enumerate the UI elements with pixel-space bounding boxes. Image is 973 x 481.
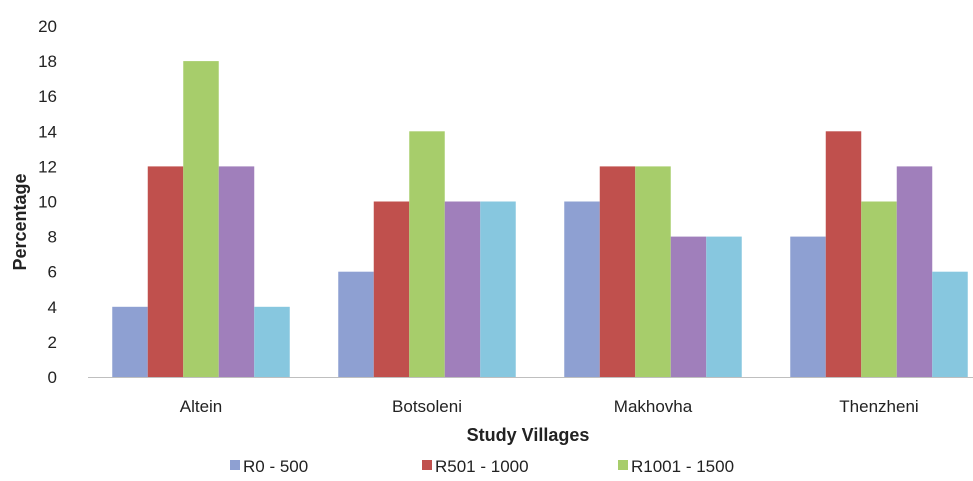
legend-swatch-series-1 xyxy=(230,460,240,470)
bar-thenzheni-series-2 xyxy=(825,131,862,377)
bar-altein-series-2 xyxy=(147,166,184,377)
bar-thenzheni-series-4 xyxy=(896,166,933,377)
legend-swatch-series-2 xyxy=(422,460,432,470)
bar-makhovha-series-3 xyxy=(635,166,671,377)
bar-thenzheni-series-5 xyxy=(932,271,968,377)
x-axis-ticks: Altein Botsoleni Makhovha Thenzheni xyxy=(180,397,919,416)
x-tick-label-makhovha: Makhovha xyxy=(614,397,693,416)
bar-botsoleni-series-1 xyxy=(338,271,374,377)
y-tick-label: 10 xyxy=(38,193,57,212)
y-tick-label: 16 xyxy=(38,87,57,106)
x-tick-label-botsoleni: Botsoleni xyxy=(392,397,462,416)
y-tick-label: 8 xyxy=(48,228,57,247)
y-tick-label: 6 xyxy=(48,263,57,282)
y-tick-label: 12 xyxy=(38,157,57,176)
bar-botsoleni-series-5 xyxy=(480,201,516,377)
bar-altein-series-3 xyxy=(183,61,219,377)
bar-botsoleni-series-4 xyxy=(444,201,481,377)
bar-altein-series-1 xyxy=(112,306,148,377)
bar-thenzheni-series-1 xyxy=(790,236,826,377)
y-axis-ticks: 0 2 4 6 8 10 12 14 16 18 20 xyxy=(38,17,57,387)
legend-label-series-1: R0 - 500 xyxy=(243,457,308,476)
legend-swatch-series-3 xyxy=(618,460,628,470)
y-tick-label: 18 xyxy=(38,52,57,71)
bar-makhovha-series-4 xyxy=(670,236,707,377)
bars xyxy=(112,61,968,377)
bar-altein-series-4 xyxy=(218,166,255,377)
legend-label-series-2: R501 - 1000 xyxy=(435,457,529,476)
y-tick-label: 2 xyxy=(48,333,57,352)
bar-thenzheni-series-3 xyxy=(861,201,897,377)
legend-label-series-3: R1001 - 1500 xyxy=(631,457,734,476)
legend: R0 - 500 R501 - 1000 R1001 - 1500 xyxy=(230,457,734,476)
bar-makhovha-series-5 xyxy=(706,236,742,377)
x-tick-label-thenzheni: Thenzheni xyxy=(839,397,918,416)
bar-botsoleni-series-2 xyxy=(373,201,410,377)
bar-makhovha-series-2 xyxy=(599,166,636,377)
y-tick-label: 20 xyxy=(38,17,57,36)
y-tick-label: 0 xyxy=(48,368,57,387)
y-tick-label: 14 xyxy=(38,122,57,141)
bar-makhovha-series-1 xyxy=(564,201,600,377)
bar-botsoleni-series-3 xyxy=(409,131,445,377)
x-tick-label-altein: Altein xyxy=(180,397,223,416)
y-axis-title: Percentage xyxy=(10,173,30,270)
y-tick-label: 4 xyxy=(48,298,57,317)
bar-altein-series-5 xyxy=(254,306,290,377)
x-axis-title: Study Villages xyxy=(467,425,590,445)
